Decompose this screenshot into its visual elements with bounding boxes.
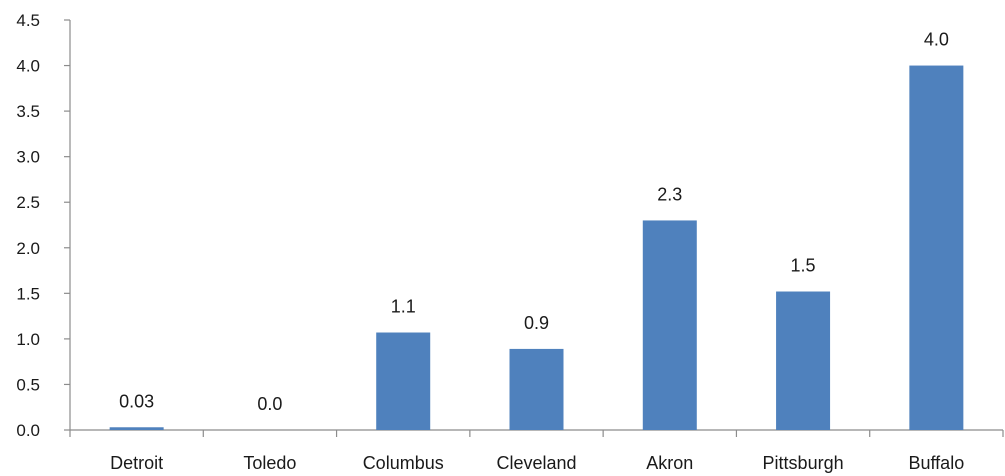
bar-cleveland [509, 348, 564, 430]
y-tick-label: 0.0 [16, 421, 40, 440]
x-tick-label: Pittsburgh [763, 453, 844, 473]
data-label: 4.0 [924, 30, 949, 50]
data-label: 1.1 [391, 297, 416, 317]
bar-columbus [376, 332, 431, 430]
data-labels: 0.03 0.0 1.1 0.9 2.3 1.5 4.0 [119, 30, 949, 414]
y-tick-label: 1.5 [16, 284, 40, 303]
bar-buffalo [909, 65, 964, 431]
data-label: 0.9 [524, 313, 549, 333]
x-tick-label: Akron [646, 453, 693, 473]
y-tick-label: 2.5 [16, 193, 40, 212]
x-tick-label: Detroit [110, 453, 163, 473]
y-tick-label: 0.5 [16, 375, 40, 394]
x-axis: Detroit Toledo Columbus Cleveland Akron Pitts… [69, 429, 1004, 473]
bar-detroit [109, 427, 164, 430]
y-tick-label: 4.5 [16, 11, 40, 30]
y-axis: 0.0 0.5 1.0 1.5 2.0 2.5 3.0 3.5 4.0 4.5 [16, 11, 71, 440]
y-tick-label: 2.0 [16, 239, 40, 258]
x-tick-label: Cleveland [496, 453, 576, 473]
data-label: 2.3 [657, 184, 682, 204]
data-label: 0.03 [119, 391, 154, 411]
y-tick-label: 3.5 [16, 102, 40, 121]
x-tick-label: Buffalo [908, 453, 964, 473]
y-tick-label: 1.0 [16, 330, 40, 349]
data-label: 1.5 [791, 256, 816, 276]
bar-akron [642, 220, 697, 430]
bars [109, 65, 964, 431]
y-tick-label: 3.0 [16, 148, 40, 167]
x-tick-label: Toledo [243, 453, 296, 473]
y-tick-label: 4.0 [16, 57, 40, 76]
bar-pittsburgh [776, 291, 831, 430]
data-label: 0.0 [257, 394, 282, 414]
x-tick-label: Columbus [363, 453, 444, 473]
